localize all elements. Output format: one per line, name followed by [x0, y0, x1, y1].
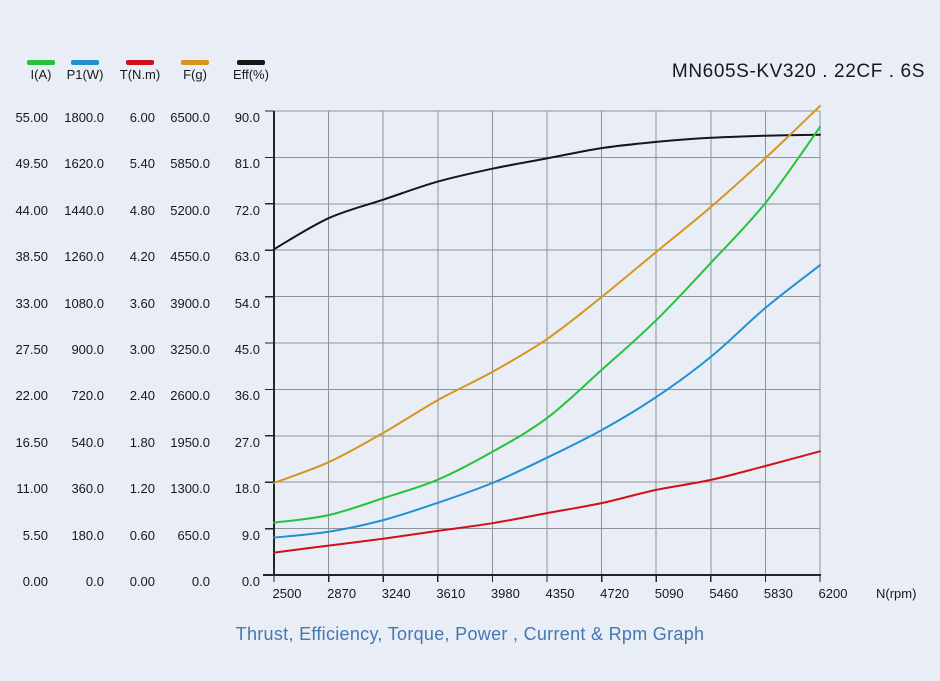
y-tick-label-P1(W): 540.0 — [71, 434, 104, 450]
y-tick-label-P1(W): 360.0 — [71, 481, 104, 497]
y-tick-label-T(N.m): 1.80 — [129, 434, 155, 450]
legend-item-Eff(%): Eff(%) — [221, 60, 281, 82]
y-tick-label-P1(W): 900.0 — [71, 342, 104, 357]
y-tick-label-I(A): 11.00 — [16, 481, 48, 497]
x-tick-label: 5090 — [654, 586, 684, 601]
y-tick-label-P1(W): 1080.0 — [64, 295, 104, 311]
y-tick-label-Eff(%): 18.0 — [234, 481, 260, 497]
y-tick-label-I(A): 0.00 — [22, 574, 48, 589]
x-tick-label: 3980 — [490, 586, 520, 601]
curve-Eff(%) — [273, 133, 821, 251]
y-tick-label-Eff(%): 72.0 — [234, 202, 260, 218]
y-tick-label-T(N.m): 0.00 — [129, 574, 155, 589]
x-axis-title: N(rpm) — [876, 586, 917, 601]
y-tick-label-F(g): 650.0 — [177, 527, 210, 543]
y-tick-label-P1(W): 720.0 — [71, 388, 104, 404]
y-tick-label-P1(W): 180.0 — [71, 527, 104, 543]
legend-swatch — [126, 60, 154, 65]
x-tick-label: 5460 — [709, 586, 739, 601]
y-tick-label-F(g): 4550.0 — [170, 249, 210, 265]
curve-F(g) — [273, 105, 821, 484]
legend-label: T(N.m) — [119, 67, 161, 82]
y-tick-label-Eff(%): 0.0 — [241, 574, 260, 589]
chart-caption: Thrust, Efficiency, Torque, Power , Curr… — [235, 624, 705, 644]
y-tick-label-I(A): 38.50 — [15, 249, 48, 265]
legend-item-F(g): F(g) — [165, 60, 225, 82]
x-tick-label: 2870 — [327, 586, 357, 601]
y-tick-label-I(A): 16.50 — [15, 434, 48, 450]
x-tick-label: 6200 — [818, 586, 848, 601]
y-tick-label-I(A): 49.50 — [15, 156, 48, 172]
y-tick-label-P1(W): 1440.0 — [64, 202, 104, 218]
y-tick-label-Eff(%): 81.0 — [234, 156, 260, 172]
y-tick-label-F(g): 6500.0 — [170, 110, 210, 125]
y-tick-label-F(g): 3250.0 — [170, 342, 210, 357]
y-tick-label-P1(W): 0.0 — [85, 574, 104, 589]
legend-swatch — [237, 60, 265, 65]
y-tick-label-F(g): 5850.0 — [170, 156, 210, 172]
y-tick-label-T(N.m): 0.60 — [129, 527, 155, 543]
y-tick-label-P1(W): 1260.0 — [64, 249, 104, 265]
legend-label: I(A) — [30, 67, 52, 82]
y-tick-label-T(N.m): 6.00 — [129, 110, 155, 125]
legend-item-I(A): I(A) — [11, 60, 71, 82]
y-tick-label-I(A): 55.00 — [15, 110, 48, 125]
y-tick-label-Eff(%): 36.0 — [234, 388, 260, 404]
y-tick-label-F(g): 1300.0 — [170, 481, 210, 497]
chart-title: MN605S-KV320 . 22CF . 6S — [671, 61, 925, 82]
y-tick-label-Eff(%): 9.0 — [241, 527, 260, 543]
x-tick-label: 3610 — [436, 586, 466, 601]
y-tick-label-Eff(%): 54.0 — [234, 295, 260, 311]
y-tick-label-T(N.m): 1.20 — [129, 481, 155, 497]
x-tick-label: 2500 — [272, 586, 302, 601]
legend-swatch — [27, 60, 55, 65]
y-tick-label-Eff(%): 63.0 — [234, 249, 260, 265]
y-tick-label-T(N.m): 4.20 — [129, 249, 155, 265]
legend-label: F(g) — [183, 67, 207, 82]
legend-swatch — [71, 60, 99, 65]
y-tick-label-T(N.m): 5.40 — [129, 156, 155, 172]
y-tick-label-T(N.m): 3.60 — [129, 295, 155, 311]
x-tick-label: 4720 — [600, 586, 630, 601]
legend-label: P1(W) — [66, 67, 104, 82]
y-tick-label-F(g): 5200.0 — [170, 202, 210, 218]
legend-swatch — [181, 60, 209, 65]
y-tick-label-F(g): 1950.0 — [170, 434, 210, 450]
y-tick-label-Eff(%): 45.0 — [234, 342, 260, 357]
y-tick-label-T(N.m): 4.80 — [129, 202, 155, 218]
legend-item-T(N.m): T(N.m) — [110, 60, 170, 82]
y-tick-label-F(g): 2600.0 — [170, 388, 210, 404]
y-tick-label-P1(W): 1800.0 — [64, 110, 104, 125]
y-tick-label-T(N.m): 3.00 — [129, 342, 155, 357]
y-tick-label-F(g): 3900.0 — [170, 295, 210, 311]
y-tick-label-I(A): 27.50 — [15, 342, 48, 357]
legend-label: Eff(%) — [233, 67, 269, 82]
y-tick-label-T(N.m): 2.40 — [129, 388, 155, 404]
x-tick-label: 4350 — [545, 586, 575, 601]
curve-P1(W) — [273, 264, 821, 539]
y-tick-label-I(A): 44.00 — [15, 202, 48, 218]
y-tick-label-F(g): 0.0 — [191, 574, 210, 589]
y-tick-label-I(A): 33.00 — [15, 295, 48, 311]
y-tick-label-Eff(%): 27.0 — [234, 434, 260, 450]
x-tick-label: 5830 — [763, 586, 793, 601]
y-tick-label-P1(W): 1620.0 — [64, 156, 104, 172]
y-tick-label-I(A): 5.50 — [22, 527, 48, 543]
curve-T(N.m) — [273, 450, 821, 554]
curve-I(A) — [273, 126, 821, 524]
y-tick-label-Eff(%): 90.0 — [234, 110, 260, 125]
x-tick-label: 3240 — [381, 586, 411, 601]
legend-item-P1(W): P1(W) — [55, 60, 115, 82]
y-tick-label-I(A): 22.00 — [15, 388, 48, 404]
